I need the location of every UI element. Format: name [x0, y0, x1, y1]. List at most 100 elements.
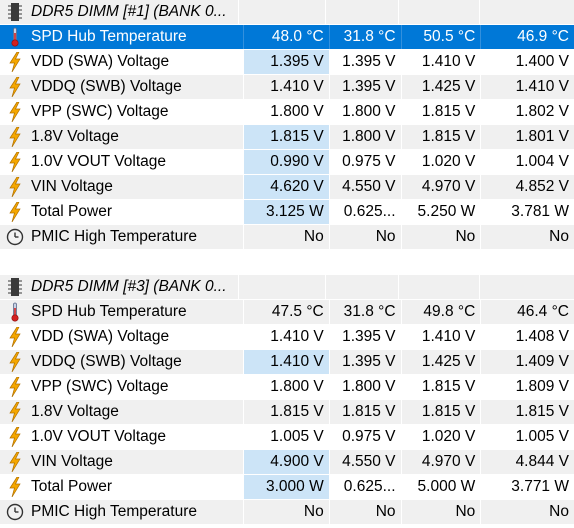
- sensor-row-1-8v-voltage[interactable]: 1.8V Voltage 1.815 V 1.815 V 1.815 V 1.815 V: [0, 400, 574, 425]
- value-current: 0.990 V: [243, 150, 329, 174]
- sensor-label: SPD Hub Temperature: [31, 303, 187, 320]
- value-average: 4.852 V: [480, 175, 574, 199]
- value-current: 1.410 V: [243, 75, 329, 99]
- value-minimum: 0.625...: [328, 200, 401, 224]
- sensor-row-pmic-high-temperature[interactable]: PMIC High Temperature No No No No: [0, 225, 574, 250]
- voltage-bolt-icon: [0, 200, 30, 225]
- sensor-label: PMIC High Temperature: [31, 503, 197, 520]
- voltage-bolt-icon: [0, 475, 30, 500]
- group-title: DDR5 DIMM [#1] (BANK 0...: [31, 3, 227, 20]
- group-title: DDR5 DIMM [#3] (BANK 0...: [31, 278, 227, 295]
- voltage-bolt-icon: [0, 125, 30, 150]
- voltage-bolt-icon: [0, 400, 30, 425]
- value-average: 4.844 V: [480, 450, 574, 474]
- sensor-label: VDD (SWA) Voltage: [31, 53, 170, 70]
- value-current: 1.005 V: [243, 425, 329, 449]
- sensor-label: SPD Hub Temperature: [31, 28, 187, 45]
- sensor-row-1-0v-vout-voltage[interactable]: 1.0V VOUT Voltage 0.990 V 0.975 V 1.020 V 1.…: [0, 150, 574, 175]
- value-average: 1.005 V: [480, 425, 574, 449]
- value-current: No: [243, 500, 329, 524]
- sensor-row-spd-hub-temperature[interactable]: SPD Hub Temperature 48.0 °C 31.8 °C 50.5 °C…: [0, 25, 574, 50]
- value-average: 1.815 V: [480, 400, 574, 424]
- sensor-row-pmic-high-temperature[interactable]: PMIC High Temperature No No No No: [0, 500, 574, 525]
- voltage-bolt-icon: [0, 375, 30, 400]
- sensor-label: Total Power: [31, 478, 112, 495]
- sensor-row-spd-hub-temperature[interactable]: SPD Hub Temperature 47.5 °C 31.8 °C 49.8 °C…: [0, 300, 574, 325]
- value-minimum: 0.975 V: [328, 425, 401, 449]
- sensor-label: 1.8V Voltage: [31, 128, 119, 145]
- value-minimum: 31.8 °C: [328, 300, 401, 324]
- sensor-label: VPP (SWC) Voltage: [31, 378, 169, 395]
- voltage-bolt-icon: [0, 425, 30, 450]
- value-average: 1.004 V: [480, 150, 574, 174]
- value-maximum: 4.970 V: [400, 450, 481, 474]
- value-minimum: 1.395 V: [328, 75, 401, 99]
- sensor-label: 1.0V VOUT Voltage: [31, 428, 166, 445]
- value-current: 3.125 W: [243, 200, 329, 224]
- sensor-row-vdd-swa-voltage[interactable]: VDD (SWA) Voltage 1.395 V 1.395 V 1.410 V 1.…: [0, 50, 574, 75]
- value-average: No: [480, 500, 574, 524]
- value-minimum: 0.975 V: [328, 150, 401, 174]
- value-current: 1.395 V: [243, 50, 329, 74]
- sensor-label: VIN Voltage: [31, 453, 113, 470]
- value-minimum: 1.395 V: [328, 325, 401, 349]
- value-maximum: 5.250 W: [400, 200, 481, 224]
- thermometer-icon: [0, 25, 30, 50]
- sensor-row-1-8v-voltage[interactable]: 1.8V Voltage 1.815 V 1.800 V 1.815 V 1.801 V: [0, 125, 574, 150]
- value-minimum: 1.815 V: [328, 400, 401, 424]
- value-average: No: [480, 225, 574, 249]
- value-current: 3.000 W: [243, 475, 329, 499]
- value-maximum: 1.410 V: [400, 50, 481, 74]
- group-header-dimm-3[interactable]: DDR5 DIMM [#3] (BANK 0...: [0, 275, 574, 300]
- value-average: 1.801 V: [480, 125, 574, 149]
- clock-icon: [0, 225, 30, 250]
- voltage-bolt-icon: [0, 450, 30, 475]
- value-average: 1.802 V: [480, 100, 574, 124]
- value-maximum: 1.020 V: [400, 425, 481, 449]
- value-current: 1.410 V: [243, 350, 329, 374]
- group-header-dimm-1[interactable]: DDR5 DIMM [#1] (BANK 0...: [0, 0, 574, 25]
- value-maximum: 1.815 V: [400, 400, 481, 424]
- value-minimum: No: [328, 225, 401, 249]
- voltage-bolt-icon: [0, 350, 30, 375]
- clock-icon: [0, 500, 30, 525]
- sensor-label: PMIC High Temperature: [31, 228, 197, 245]
- sensor-row-total-power[interactable]: Total Power 3.125 W 0.625... 5.250 W 3.781 W: [0, 200, 574, 225]
- value-current: 1.410 V: [243, 325, 329, 349]
- voltage-bolt-icon: [0, 175, 30, 200]
- value-minimum: 4.550 V: [328, 450, 401, 474]
- value-average: 46.9 °C: [480, 25, 574, 49]
- sensor-label: 1.0V VOUT Voltage: [31, 153, 166, 170]
- sensor-row-vdd-swa-voltage[interactable]: VDD (SWA) Voltage 1.410 V 1.395 V 1.410 V 1.…: [0, 325, 574, 350]
- sensor-row-1-0v-vout-voltage[interactable]: 1.0V VOUT Voltage 1.005 V 0.975 V 1.020 V 1.…: [0, 425, 574, 450]
- sensor-row-total-power[interactable]: Total Power 3.000 W 0.625... 5.000 W 3.771 W: [0, 475, 574, 500]
- voltage-bolt-icon: [0, 50, 30, 75]
- value-maximum: 49.8 °C: [400, 300, 481, 324]
- value-current: 1.800 V: [243, 375, 329, 399]
- value-average: 1.400 V: [480, 50, 574, 74]
- value-minimum: No: [328, 500, 401, 524]
- voltage-bolt-icon: [0, 325, 30, 350]
- value-minimum: 1.395 V: [328, 350, 401, 374]
- value-maximum: 50.5 °C: [400, 25, 481, 49]
- value-maximum: 1.815 V: [400, 125, 481, 149]
- value-maximum: 1.815 V: [400, 375, 481, 399]
- value-current: 1.800 V: [243, 100, 329, 124]
- value-current: 48.0 °C: [243, 25, 329, 49]
- sensor-label: VDD (SWA) Voltage: [31, 328, 170, 345]
- value-maximum: No: [400, 225, 481, 249]
- value-current: No: [243, 225, 329, 249]
- voltage-bolt-icon: [0, 75, 30, 100]
- value-current: 4.620 V: [243, 175, 329, 199]
- value-current: 47.5 °C: [243, 300, 329, 324]
- sensor-row-vpp-swc-voltage[interactable]: VPP (SWC) Voltage 1.800 V 1.800 V 1.815 V 1.…: [0, 375, 574, 400]
- sensor-label: VDDQ (SWB) Voltage: [31, 78, 182, 95]
- sensor-label: VIN Voltage: [31, 178, 113, 195]
- value-minimum: 4.550 V: [328, 175, 401, 199]
- sensor-row-vin-voltage[interactable]: VIN Voltage 4.620 V 4.550 V 4.970 V 4.852 V: [0, 175, 574, 200]
- sensor-row-vin-voltage[interactable]: VIN Voltage 4.900 V 4.550 V 4.970 V 4.844 V: [0, 450, 574, 475]
- sensor-row-vpp-swc-voltage[interactable]: VPP (SWC) Voltage 1.800 V 1.800 V 1.815 V 1.…: [0, 100, 574, 125]
- value-average: 3.781 W: [480, 200, 574, 224]
